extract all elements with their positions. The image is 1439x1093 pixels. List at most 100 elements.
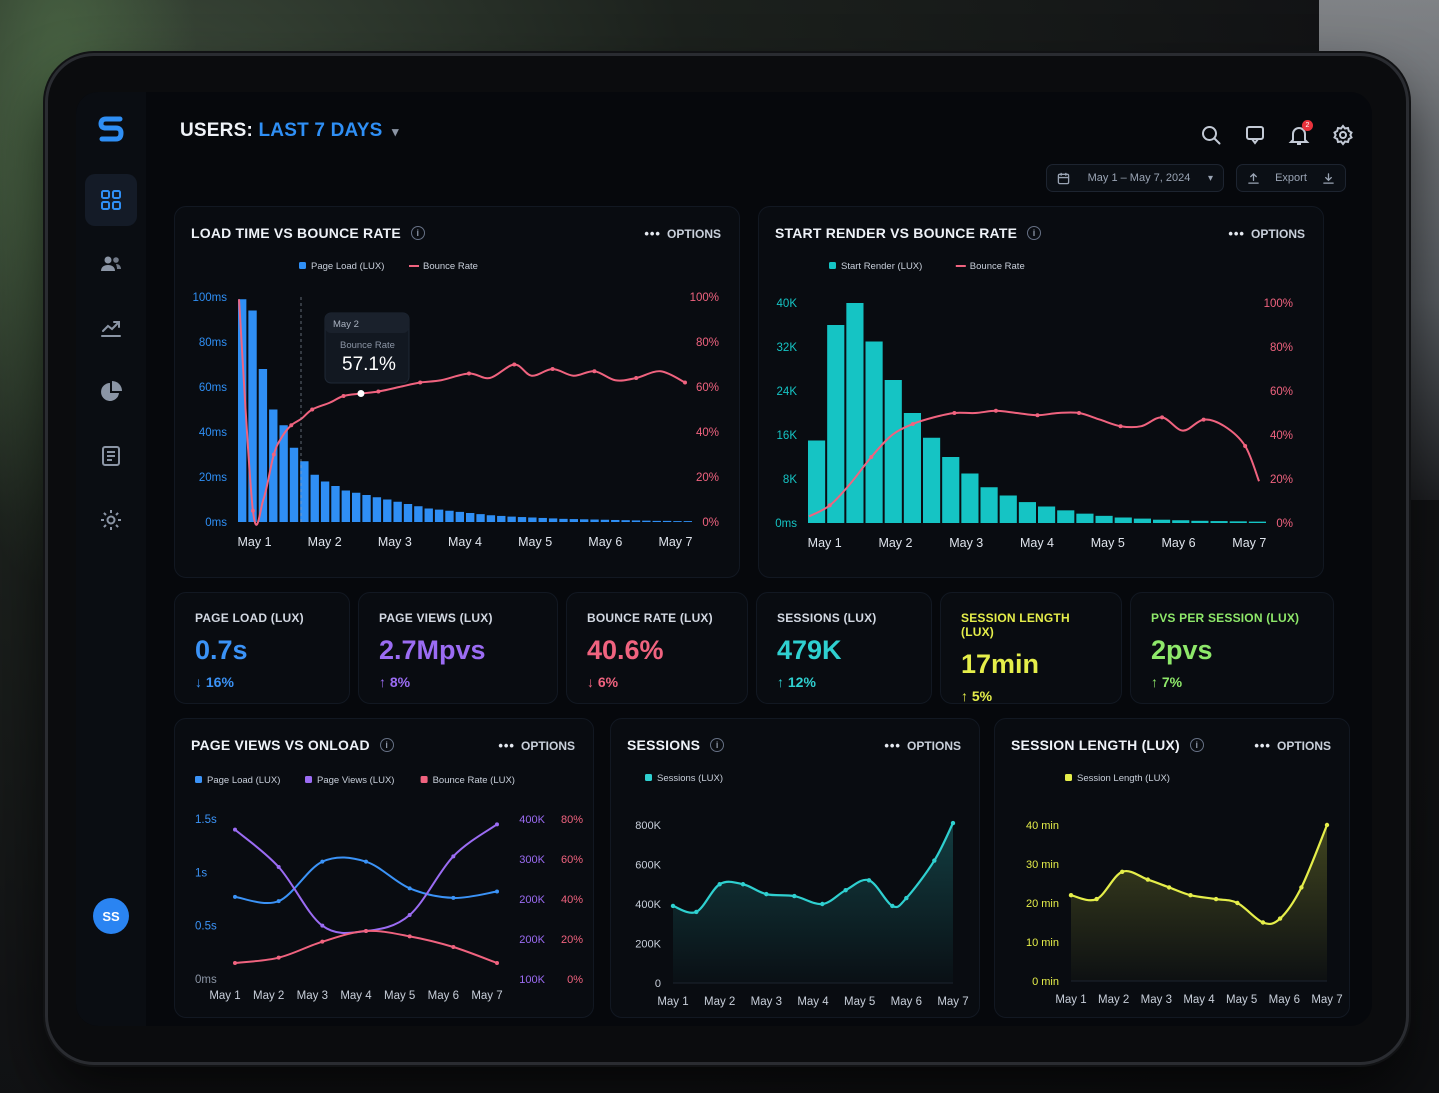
series-line (234, 856, 498, 905)
line-point (289, 423, 294, 428)
load-vs-bounce-card: LOAD TIME VS BOUNCE RATE i ••• OPTIONS Pag… (174, 206, 740, 578)
series-point (1235, 900, 1240, 906)
x-axis-tick: May 3 (751, 996, 782, 1008)
nav-users[interactable] (85, 238, 137, 290)
pie-chart-icon (101, 381, 122, 401)
settings-icon[interactable] (1332, 124, 1354, 146)
bar (372, 497, 382, 522)
y-axis-tick: 800K (635, 820, 661, 832)
series-point (1120, 869, 1125, 874)
period-selector[interactable]: LAST 7 DAYS (258, 120, 383, 141)
kpi-delta: ↑ 7% (1151, 674, 1183, 690)
legend-swatch (299, 262, 306, 269)
legend-swatch (645, 774, 652, 781)
kpi-value: 17min (961, 649, 1040, 679)
card-title: PAGE VIEWS VS ONLOAD i (191, 737, 394, 753)
y-axis-tick: 600K (635, 860, 661, 872)
info-icon[interactable]: i (710, 738, 725, 752)
message-icon[interactable] (1244, 124, 1266, 146)
options-button[interactable]: ••• OPTIONS (644, 226, 721, 241)
nav-reports[interactable] (85, 366, 137, 418)
nav-settings[interactable] (85, 494, 137, 546)
series-point (495, 822, 499, 827)
nav-documents[interactable] (85, 430, 137, 482)
bar (403, 504, 413, 522)
y-axis-right-tick: 100% (1264, 298, 1293, 310)
series-point (233, 894, 237, 899)
tooltip: May 2 Bounce Rate 57.1% (324, 312, 410, 384)
nav-trends[interactable] (85, 302, 137, 354)
bar (393, 501, 402, 522)
kpi-label: SESSION LENGTH (LUX) (961, 611, 1070, 639)
render-vs-bounce-card: START RENDER VS BOUNCE RATE i ••• OPTIONS … (758, 206, 1324, 578)
date-range-picker[interactable]: May 1 – May 7, 2024 ▾ (1046, 164, 1224, 192)
kpi-delta: ↓ 6% (587, 674, 619, 690)
y-axis-right-tick: 20% (1270, 474, 1293, 486)
session-length-chart: Session Length (LUX) 0 min 10 min 20 min 30 … (1026, 773, 1343, 1006)
kpi-card[interactable]: BOUNCE RATE (LUX) 40.6% ↓ 6% (566, 592, 748, 704)
bar (569, 519, 578, 522)
bar (1191, 520, 1209, 523)
bar (517, 517, 527, 522)
nav-dashboard[interactable] (85, 174, 137, 226)
y-axis-left-tick: 0ms (205, 517, 227, 529)
y-axis-left-tick: 1s (195, 867, 207, 879)
options-button[interactable]: ••• OPTIONS (1254, 738, 1331, 753)
line-point (592, 369, 597, 374)
series-point (717, 882, 722, 887)
series-point (495, 889, 499, 894)
bar (631, 520, 641, 522)
series-point (233, 827, 237, 832)
kpi-card[interactable]: SESSIONS (LUX) 479K ↑ 12% (756, 592, 932, 704)
kpi-card[interactable]: PAGE VIEWS (LUX) 2.7Mpvs ↑ 8% (358, 592, 558, 704)
y-axis-right-tick: 40% (1270, 430, 1293, 442)
tooltip-value: 57.1% (342, 354, 396, 375)
kpi-delta: ↑ 12% (777, 674, 816, 690)
series-point (451, 854, 456, 859)
line-point (683, 380, 687, 385)
x-axis-tick: May 6 (891, 996, 922, 1008)
legend-swatch (195, 776, 202, 783)
bar (300, 461, 309, 522)
options-button[interactable]: ••• OPTIONS (884, 738, 961, 753)
export-button[interactable]: Export (1236, 164, 1346, 192)
search-icon[interactable] (1200, 124, 1222, 146)
y-axis-right-tick: 0% (702, 517, 719, 529)
series-line (234, 823, 498, 934)
y-axis-tick: 0 min (1032, 976, 1059, 988)
trend-chart-icon (101, 321, 121, 337)
options-button[interactable]: ••• OPTIONS (498, 738, 575, 753)
y-axis-mid-tick: 300K (519, 854, 545, 866)
kpi-value: 479K (777, 635, 842, 665)
info-icon[interactable]: i (1189, 738, 1204, 752)
bar (590, 519, 599, 522)
kpi-label: BOUNCE RATE (LUX) (587, 611, 713, 625)
load-vs-bounce-chart: Page Load (LUX) Bounce Rate 0ms 20ms 40ms 60m… (192, 261, 719, 549)
bar (414, 506, 423, 522)
chevron-down-icon[interactable]: ▾ (391, 124, 399, 139)
x-axis-tick: May 5 (518, 535, 552, 549)
line-point (952, 411, 957, 415)
y-axis-left-tick: 1.5s (195, 814, 217, 826)
bar (497, 515, 506, 522)
info-icon[interactable]: i (1027, 226, 1042, 240)
line-point (466, 371, 471, 376)
brand-logo[interactable] (96, 114, 126, 144)
options-button[interactable]: ••• OPTIONS (1228, 226, 1305, 241)
series-point (364, 859, 368, 864)
info-icon[interactable]: i (410, 226, 425, 240)
notifications-button[interactable]: 2 (1288, 120, 1313, 146)
info-icon[interactable]: i (379, 738, 394, 752)
bar (486, 515, 496, 522)
kpi-card[interactable]: PAGE LOAD (LUX) 0.7s ↓ 16% (174, 592, 350, 704)
user-avatar[interactable]: SS (93, 898, 129, 934)
page-title[interactable]: USERS: LAST 7 DAYS ▾ (180, 120, 399, 142)
kpi-card[interactable]: SESSION LENGTH (LUX) 17min ↑ 5% (940, 592, 1122, 704)
y-axis-mid-tick: 400K (519, 814, 545, 826)
series-point (1260, 920, 1266, 925)
line-point (271, 452, 276, 457)
kpi-card[interactable]: PVS PER SESSION (LUX) 2pvs ↑ 7% (1130, 592, 1334, 704)
export-label: Export (1275, 172, 1307, 184)
legend-label: Bounce Rate (423, 261, 478, 272)
bar (548, 518, 558, 522)
